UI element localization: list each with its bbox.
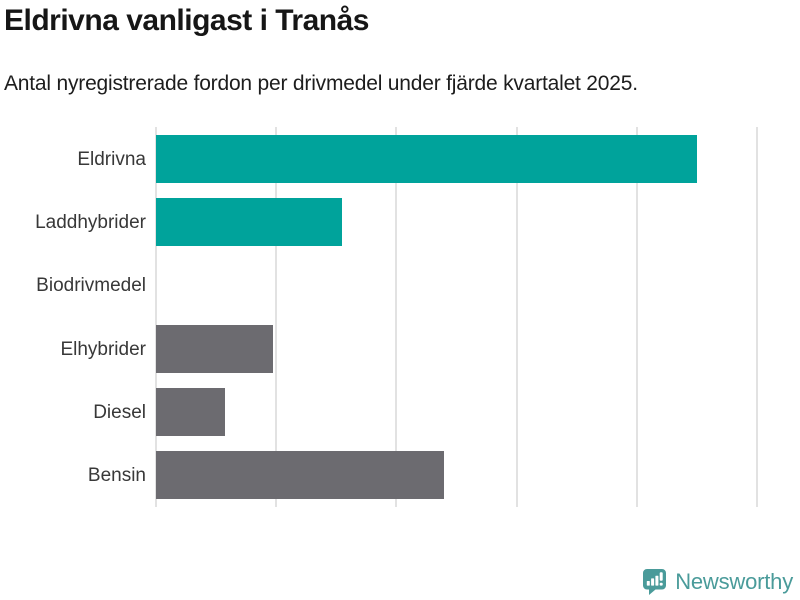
bar xyxy=(156,324,273,373)
category-label: Biodrivmedel xyxy=(36,275,146,297)
gridline-10 xyxy=(275,127,278,507)
gridline-0 xyxy=(155,127,157,507)
gridline-40 xyxy=(635,127,638,507)
bar-row: Bensin xyxy=(0,444,760,507)
logo-bar-2 xyxy=(651,578,655,586)
chart-title: Eldrivna vanligast i Tranås xyxy=(4,4,370,37)
bar xyxy=(156,387,225,436)
chart-subtitle: Antal nyregistrerade fordon per drivmede… xyxy=(4,72,638,95)
bar-row: Biodrivmedel xyxy=(0,254,760,317)
bar-row: Laddhybrider xyxy=(0,190,760,253)
logo-exclamation-dot xyxy=(659,582,663,586)
bar-row: Eldrivna xyxy=(0,127,760,190)
brand-footer: Newsworthy xyxy=(642,567,793,597)
bar-row: Elhybrider xyxy=(0,317,760,380)
logo-bar-1 xyxy=(646,581,650,586)
logo-bar-3 xyxy=(655,575,659,586)
category-label: Diesel xyxy=(93,401,146,423)
gridline-50 xyxy=(756,127,758,507)
bar-row: Diesel xyxy=(0,380,760,443)
bar xyxy=(156,197,343,246)
plot-area: Eldrivna Laddhybrider Biodrivmedel Elhybrid… xyxy=(0,127,800,507)
bar xyxy=(156,134,697,183)
category-label: Elhybrider xyxy=(60,338,146,360)
category-label: Laddhybrider xyxy=(35,211,146,233)
gridline-20 xyxy=(395,127,398,507)
brand-name: Newsworthy xyxy=(675,569,793,594)
category-label: Bensin xyxy=(87,465,146,487)
bar xyxy=(156,451,445,500)
category-label: Eldrivna xyxy=(77,148,146,170)
gridline-30 xyxy=(515,127,518,507)
logo-exclamation-stem xyxy=(659,572,663,581)
newsworthy-logo-icon xyxy=(643,569,667,595)
